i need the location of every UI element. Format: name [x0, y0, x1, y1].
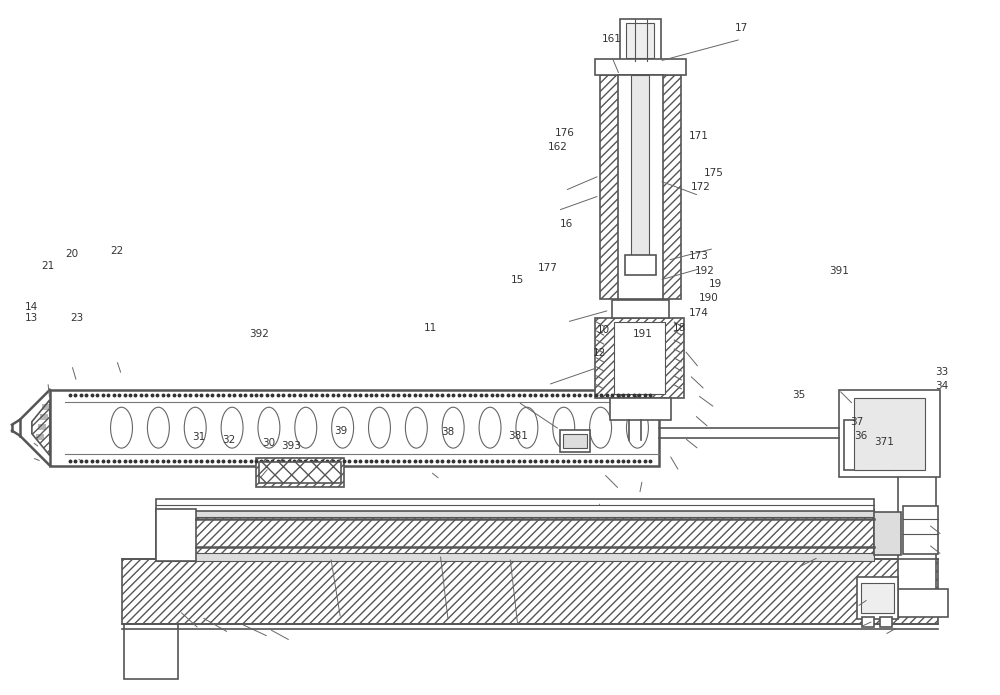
Bar: [620, 19, 661, 61]
Text: 17: 17: [734, 23, 748, 33]
Bar: [626, 24, 654, 58]
Bar: [36, 434, 44, 440]
Text: 33: 33: [936, 368, 949, 377]
Text: 35: 35: [792, 390, 805, 400]
Bar: [259, 461, 341, 484]
Text: 36: 36: [854, 431, 867, 441]
Text: 13: 13: [25, 313, 39, 323]
Text: 391: 391: [829, 266, 849, 277]
Text: 173: 173: [689, 251, 709, 261]
Text: 31: 31: [193, 432, 206, 443]
Bar: [600, 75, 681, 299]
Text: 191: 191: [632, 329, 652, 338]
Bar: [156, 509, 874, 561]
Text: 34: 34: [936, 382, 949, 391]
Text: 23: 23: [70, 313, 83, 323]
Bar: [124, 624, 178, 679]
Text: 14: 14: [25, 302, 39, 312]
Bar: [38, 424, 46, 430]
Text: 190: 190: [699, 293, 719, 302]
Bar: [903, 507, 938, 554]
Text: 162: 162: [548, 142, 568, 152]
Text: 371: 371: [875, 436, 894, 447]
Bar: [40, 414, 48, 420]
Bar: [898, 470, 936, 599]
Text: 20: 20: [65, 249, 78, 259]
Bar: [625, 255, 656, 275]
Bar: [42, 404, 50, 410]
Bar: [156, 500, 874, 512]
Text: 38: 38: [442, 427, 455, 437]
Bar: [857, 577, 898, 619]
Text: 22: 22: [110, 245, 123, 256]
Bar: [618, 75, 663, 299]
Bar: [563, 434, 587, 448]
Bar: [612, 300, 669, 318]
Text: 177: 177: [538, 263, 558, 273]
Text: 172: 172: [691, 182, 711, 192]
Bar: [595, 318, 684, 398]
Bar: [560, 430, 590, 452]
Text: 10: 10: [597, 325, 610, 334]
Text: 11: 11: [424, 323, 437, 333]
Text: 39: 39: [334, 425, 347, 436]
Bar: [854, 398, 925, 470]
Text: 21: 21: [41, 261, 54, 271]
Text: 393: 393: [281, 441, 301, 451]
Text: 16: 16: [560, 220, 573, 229]
Bar: [156, 509, 196, 561]
Text: 12: 12: [593, 348, 606, 358]
Bar: [595, 59, 686, 75]
Text: 171: 171: [689, 131, 709, 141]
Bar: [156, 509, 874, 517]
Text: 18: 18: [673, 323, 686, 333]
Bar: [122, 559, 938, 624]
Bar: [631, 75, 649, 275]
Bar: [256, 457, 344, 487]
Bar: [861, 583, 894, 613]
Bar: [614, 322, 665, 394]
Bar: [610, 398, 671, 420]
Text: 32: 32: [222, 435, 236, 445]
Text: 381: 381: [508, 431, 528, 441]
Text: 161: 161: [602, 35, 621, 44]
Text: 174: 174: [689, 308, 709, 318]
Bar: [156, 553, 874, 561]
Bar: [50, 390, 659, 466]
Bar: [862, 617, 874, 627]
Bar: [844, 420, 898, 470]
Text: 192: 192: [695, 266, 715, 277]
Bar: [880, 617, 892, 627]
Bar: [898, 589, 948, 617]
Text: 19: 19: [709, 279, 722, 289]
Text: 15: 15: [511, 275, 525, 285]
Bar: [839, 390, 940, 477]
Text: 176: 176: [555, 128, 575, 138]
Text: 30: 30: [262, 438, 275, 448]
Text: 37: 37: [850, 417, 863, 427]
Bar: [874, 512, 901, 555]
Text: 392: 392: [249, 329, 269, 338]
Text: 175: 175: [704, 168, 724, 178]
